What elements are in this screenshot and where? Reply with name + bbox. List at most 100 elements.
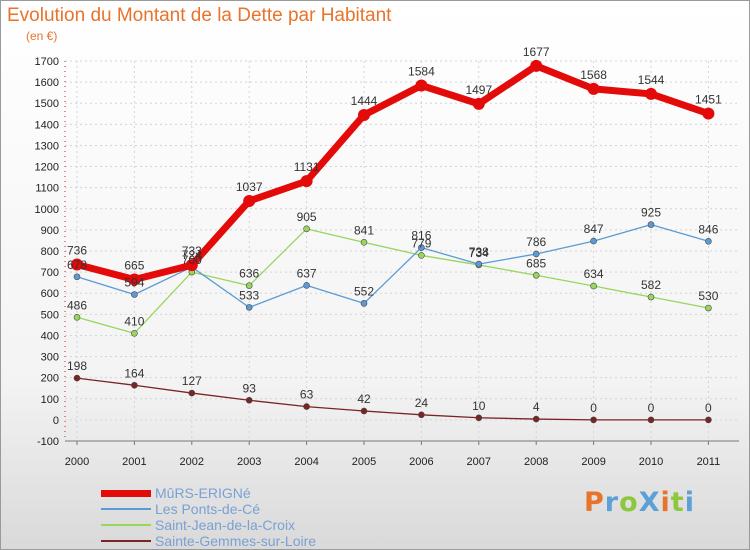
data-point [245,282,253,289]
data-point [131,330,138,337]
data-point [645,87,657,100]
data-label: 127 [182,374,202,388]
data-label: 24 [415,396,429,410]
data-label: 10 [472,399,486,413]
data-label: 738 [469,245,489,259]
data-point [358,109,370,122]
data-label: 1037 [236,180,263,194]
data-label: 530 [698,289,718,303]
data-point [590,282,597,290]
legend-swatch [101,524,151,526]
y-tick-label: 400 [41,330,59,342]
y-tick-label: 1300 [35,140,59,152]
data-point [303,403,310,410]
series-line [76,377,709,421]
data-label: 786 [526,235,546,249]
data-label: 533 [239,288,259,302]
data-label: 594 [124,275,144,289]
x-tick-label: 2010 [639,456,663,468]
x-tick-label: 2007 [467,456,491,468]
data-label: 198 [67,359,87,373]
series-line [76,223,709,309]
data-label: 678 [67,258,87,272]
y-tick-label: 600 [41,288,59,300]
data-label: 700 [182,253,202,267]
legend-swatch [101,540,151,542]
data-label: 736 [67,244,87,258]
x-tick-label: 2006 [409,456,433,468]
data-label: 42 [357,392,371,406]
data-point [128,273,141,286]
data-label: 724 [182,248,202,262]
data-point [188,389,196,397]
brand-logo: ProXiti [584,487,695,518]
x-tick-label: 2004 [294,456,318,468]
data-label: 0 [705,401,712,415]
data-point [360,407,368,415]
y-tick-label: 700 [41,267,59,279]
data-point [532,250,540,258]
data-point [590,237,597,245]
x-tick-label: 2002 [180,456,204,468]
data-label: 63 [300,388,314,402]
legend-swatch [101,489,151,497]
data-label: 685 [526,256,546,270]
legend-item: Saint-Jean-de-la-Croix [101,517,316,533]
data-point [71,258,83,271]
data-label: 1677 [523,45,550,59]
legend-label: Les Ponts-de-Cé [155,501,261,517]
data-point [360,300,368,307]
data-point [647,221,655,228]
y-tick-label: 200 [41,373,59,385]
legend-swatch [101,508,151,510]
data-label: 636 [239,267,259,281]
data-label: 4 [533,400,540,414]
data-point [705,416,712,424]
legend: MûRS-ERIGNé Les Ponts-de-Cé Saint-Jean-de-… [101,485,316,549]
y-tick-label: 1700 [35,56,59,68]
data-label: 410 [124,314,144,328]
data-point [73,374,81,382]
x-tick-label: 2003 [237,456,261,468]
x-tick-label: 2005 [352,456,376,468]
x-tick-label: 2008 [524,456,548,468]
data-point [475,260,483,268]
y-tick-label: 900 [41,225,59,237]
data-point [705,304,712,312]
y-tick-label: 300 [41,352,59,364]
data-label: 634 [584,267,604,281]
data-point [73,313,81,321]
data-label: 733 [182,244,202,258]
data-label: 847 [584,222,604,236]
data-point [705,237,712,245]
data-point [73,273,81,281]
data-label: 925 [641,206,661,220]
data-label: 1544 [638,73,665,87]
data-point [418,252,425,259]
x-tick-label: 2009 [581,456,605,468]
y-tick-label: 1000 [35,204,59,216]
y-tick-label: 800 [41,246,59,258]
data-label: 1497 [465,83,492,97]
data-label: 665 [124,259,144,273]
data-label: 582 [641,278,661,292]
series-line [76,228,709,334]
legend-label: Saint-Jean-de-la-Croix [155,517,296,533]
data-label: 1584 [408,64,435,78]
legend-item: Sainte-Gemmes-sur-Loire [101,533,316,549]
data-label: 637 [297,266,317,280]
y-tick-label: 500 [41,309,59,321]
y-tick-label: 1400 [35,119,59,131]
data-point [530,59,543,72]
data-label: 0 [648,401,655,415]
data-point [418,411,425,419]
y-tick-label: 1600 [35,77,59,89]
data-label: 841 [354,223,374,237]
data-point [587,82,600,95]
series-line [76,62,710,283]
data-label: 734 [469,246,489,260]
x-tick-label: 2011 [697,456,721,468]
legend-label: MûRS-ERIGNé [155,485,251,501]
legend-item: MûRS-ERIGNé [101,485,316,501]
